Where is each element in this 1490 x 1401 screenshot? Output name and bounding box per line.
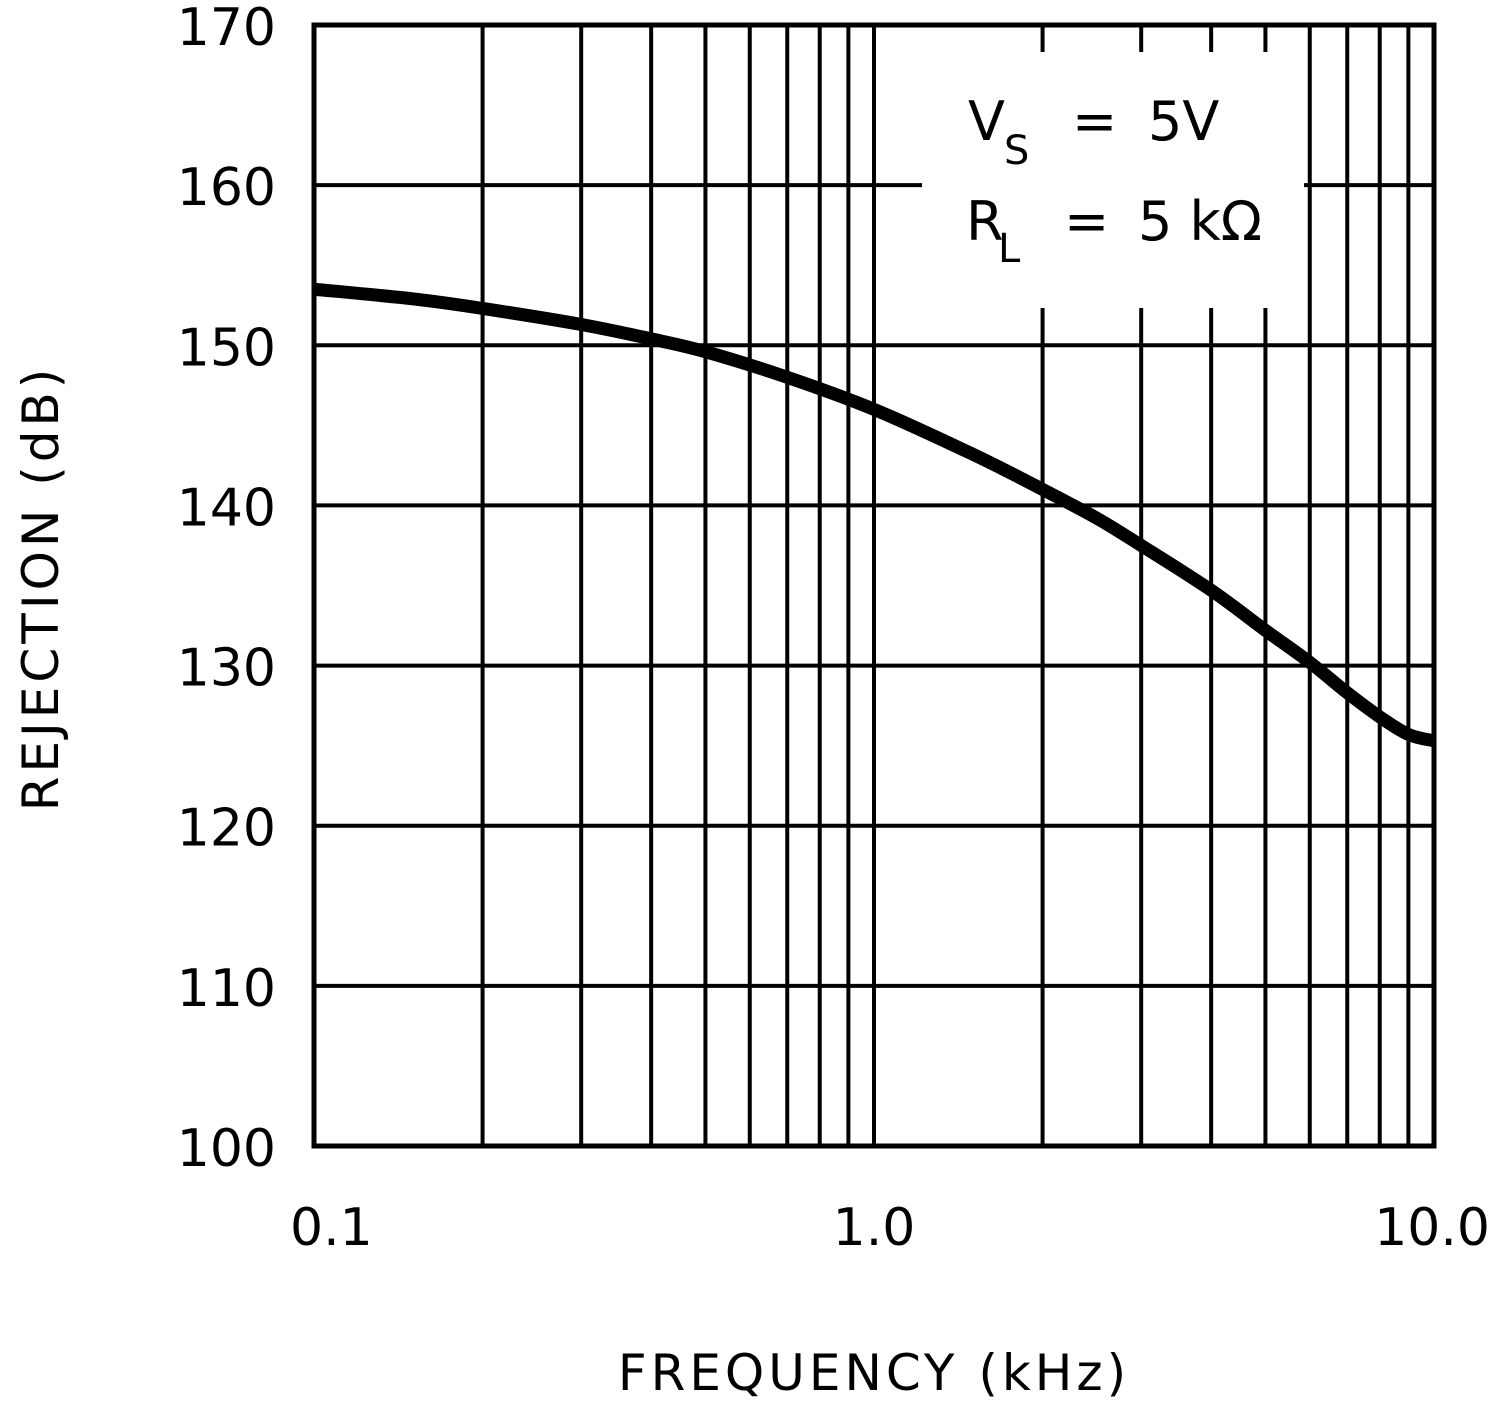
y-tick-label: 120 bbox=[177, 799, 276, 859]
x-tick-label: 0.1 bbox=[290, 1198, 373, 1258]
annotation-background bbox=[922, 52, 1304, 308]
annotation-rl-subscript: L bbox=[998, 226, 1021, 272]
annotation-load-resistance: R L = 5 kΩ bbox=[966, 190, 1262, 272]
annotation-vs-symbol: V bbox=[968, 90, 1005, 153]
y-tick-label: 100 bbox=[177, 1119, 276, 1179]
annotation-rl-equals: = bbox=[1064, 190, 1109, 253]
x-axis-tick-labels: 0.1 1.0 10.0 bbox=[290, 1198, 1490, 1258]
annotation-supply-voltage: V S = 5V bbox=[968, 90, 1219, 174]
y-tick-label: 150 bbox=[177, 318, 276, 378]
y-tick-label: 170 bbox=[177, 0, 276, 58]
annotation-vs-equals: = bbox=[1072, 90, 1117, 153]
x-axis-title: FREQUENCY (kHz) bbox=[618, 1344, 1130, 1401]
annotation-vs-value: 5V bbox=[1148, 90, 1219, 153]
y-axis-tick-labels: 100 110 120 130 140 150 160 170 bbox=[177, 0, 276, 1179]
annotation-vs-subscript: S bbox=[1004, 128, 1029, 174]
x-tick-label: 10.0 bbox=[1374, 1198, 1490, 1258]
y-tick-label: 130 bbox=[177, 639, 276, 699]
rejection-curve bbox=[313, 282, 1436, 748]
y-tick-label: 160 bbox=[177, 158, 276, 218]
annotation-rl-symbol: R bbox=[966, 190, 1004, 253]
plot-area-frame bbox=[311, 22, 1437, 1149]
x-tick-label: 1.0 bbox=[833, 1198, 916, 1258]
annotation-rl-value: 5 kΩ bbox=[1138, 190, 1262, 253]
y-tick-label: 140 bbox=[177, 478, 276, 538]
y-tick-label: 110 bbox=[177, 959, 276, 1019]
y-axis-title: REJECTION (dB) bbox=[12, 365, 70, 812]
